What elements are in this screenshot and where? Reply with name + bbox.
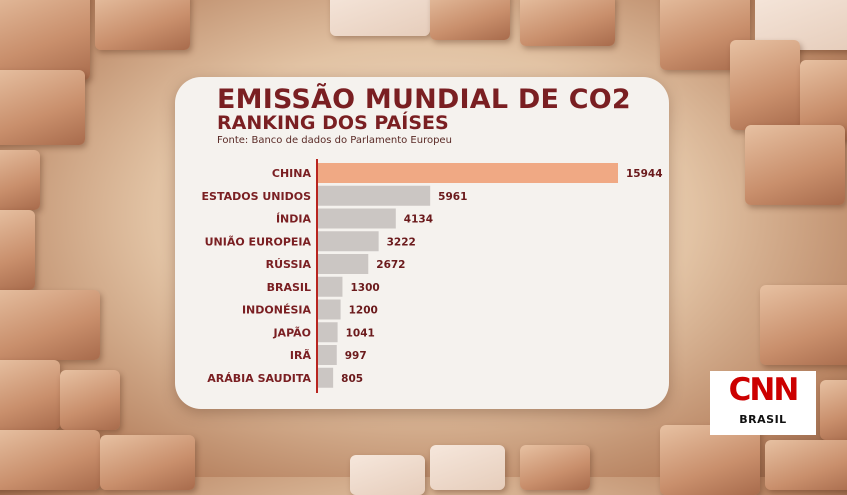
bar — [318, 322, 338, 343]
wood-block-decoration — [760, 285, 847, 365]
wood-block-decoration — [330, 0, 430, 36]
value-label: 1200 — [349, 305, 378, 317]
wood-block-decoration — [820, 380, 847, 440]
bar — [318, 345, 337, 365]
bar — [318, 208, 396, 229]
value-label: 15944 — [626, 168, 663, 180]
wood-block-decoration — [0, 290, 100, 360]
value-label: 3222 — [387, 236, 416, 248]
value-label: 2672 — [376, 259, 405, 271]
category-label: ÍNDIA — [276, 213, 312, 226]
bar — [318, 231, 379, 252]
bar — [318, 299, 341, 320]
wood-block-decoration — [0, 70, 85, 145]
category-label: CHINA — [272, 167, 312, 180]
bar — [318, 185, 431, 206]
wood-block-decoration — [430, 0, 510, 40]
chart-card — [175, 77, 669, 409]
wood-block-decoration — [745, 125, 845, 205]
cnn-brasil-logo: CNN BRASIL — [710, 371, 816, 435]
category-label: BRASIL — [267, 281, 311, 294]
category-label: ARÁBIA SAUDITA — [207, 372, 311, 385]
wood-block-decoration — [60, 370, 120, 430]
wood-block-decoration — [0, 150, 40, 210]
chart-subtitle: RANKING DOS PAÍSES — [217, 112, 449, 134]
bar — [318, 254, 369, 274]
wood-block-decoration — [730, 40, 800, 130]
wood-block-decoration — [0, 360, 60, 430]
value-label: 1300 — [350, 282, 379, 294]
category-label: UNIÃO EUROPEIA — [205, 235, 312, 248]
bar-chart: CHINA 15944 ESTADOS UNIDOS 5961 ÍNDIA 4134 UNI… — [202, 159, 663, 393]
category-label: RÚSSIA — [266, 258, 312, 271]
category-label: INDONÉSIA — [242, 304, 312, 317]
category-label: JAPÃO — [272, 326, 311, 339]
logo-wordmark: CNN — [728, 372, 800, 408]
value-label: 4134 — [404, 214, 433, 226]
value-label: 5961 — [438, 191, 467, 203]
value-label: 805 — [341, 373, 363, 385]
wood-block-decoration — [0, 0, 90, 80]
chart-source: Fonte: Banco de dados do Parlamento Euro… — [217, 135, 452, 146]
category-label: ESTADOS UNIDOS — [202, 190, 312, 203]
wood-block-decoration — [0, 210, 35, 290]
value-label: 997 — [345, 350, 367, 362]
bar-highlight — [318, 163, 618, 183]
chart-title: EMISSÃO MUNDIAL DE CO2 — [217, 84, 631, 115]
value-label: 1041 — [346, 327, 375, 339]
category-label: IRÃ — [290, 349, 312, 362]
bar — [318, 276, 343, 297]
wood-block-decoration — [520, 0, 615, 46]
wood-block-decoration — [95, 0, 190, 50]
bar — [318, 367, 334, 388]
logo-subtitle: BRASIL — [739, 413, 787, 426]
